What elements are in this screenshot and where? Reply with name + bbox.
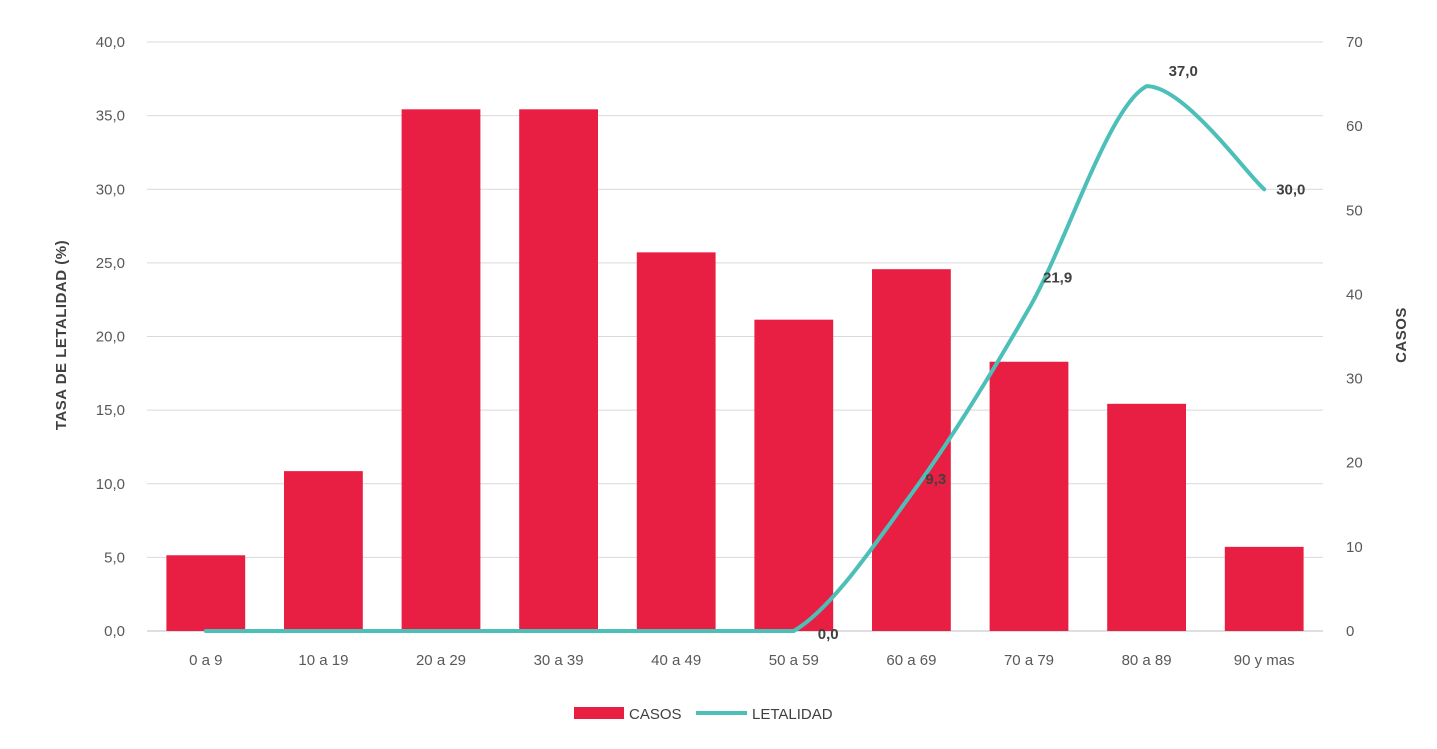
line-series-letalidad	[203, 84, 1267, 634]
x-tick-label: 80 a 89	[1122, 652, 1172, 669]
left-tick-label: 30,0	[96, 181, 125, 198]
x-tick-label: 40 a 49	[651, 652, 701, 669]
bar	[166, 555, 246, 631]
x-tick-label: 60 a 69	[886, 652, 936, 669]
right-tick-label: 60	[1346, 118, 1363, 135]
right-axis-title: CASOS	[1393, 307, 1410, 363]
x-tick-label: 90 y mas	[1234, 652, 1295, 669]
bar	[1107, 403, 1186, 631]
legend-label-casos: CASOS	[629, 706, 682, 723]
right-tick-label: 70	[1346, 34, 1363, 51]
right-tick-label: 50	[1346, 202, 1363, 219]
left-tick-label: 0,0	[104, 623, 125, 640]
letalidad-line	[203, 84, 1267, 634]
x-tick-label: 10 a 19	[298, 652, 348, 669]
legend-swatch-casos	[574, 707, 624, 719]
left-tick-label: 15,0	[96, 402, 125, 419]
line-data-label: 21,9	[1043, 270, 1072, 287]
left-tick-label: 40,0	[96, 34, 125, 51]
left-axis-ticks: 0,0 5,0 10,0 15,0 20,0 25,0 30,0 35,0 40,0	[96, 34, 125, 640]
bar	[872, 269, 951, 631]
line-data-label: 9,3	[925, 471, 946, 488]
x-tick-label: 20 a 29	[416, 652, 466, 669]
left-tick-label: 35,0	[96, 108, 125, 125]
bar	[1224, 546, 1304, 631]
line-data-label: 0,0	[818, 626, 839, 643]
line-data-label: 37,0	[1169, 63, 1198, 80]
line-data-labels: 0,0 9,3 21,9 37,0 30,0	[818, 63, 1306, 643]
right-tick-label: 40	[1346, 286, 1363, 303]
right-tick-label: 20	[1346, 455, 1363, 472]
x-tick-label: 70 a 79	[1004, 652, 1054, 669]
x-axis-ticks: 0 a 9 10 a 19 20 a 29 30 a 39 40 a 49 50 a 59…	[189, 652, 1295, 669]
right-axis-ticks: 0 10 20 30 40 50 60 70	[1346, 34, 1363, 640]
right-tick-label: 0	[1346, 623, 1354, 640]
bar	[519, 109, 598, 632]
left-tick-label: 25,0	[96, 255, 125, 272]
x-tick-label: 50 a 59	[769, 652, 819, 669]
legend-label-letalidad: LETALIDAD	[752, 706, 833, 723]
right-tick-label: 30	[1346, 371, 1363, 388]
x-tick-label: 30 a 39	[534, 652, 584, 669]
legend: CASOS LETALIDAD	[574, 706, 833, 723]
bar	[754, 319, 834, 631]
bar-series-casos	[166, 109, 1304, 632]
bar	[636, 252, 716, 631]
right-tick-label: 10	[1346, 539, 1363, 556]
bar	[284, 471, 363, 631]
left-tick-label: 10,0	[96, 476, 125, 493]
line-data-label: 30,0	[1276, 181, 1305, 198]
bar	[401, 109, 481, 632]
x-tick-label: 0 a 9	[189, 652, 222, 669]
bar	[989, 361, 1069, 631]
left-axis-title: TASA DE LETALIDAD (%)	[53, 240, 70, 430]
left-tick-label: 20,0	[96, 329, 125, 346]
left-tick-label: 5,0	[104, 549, 125, 566]
